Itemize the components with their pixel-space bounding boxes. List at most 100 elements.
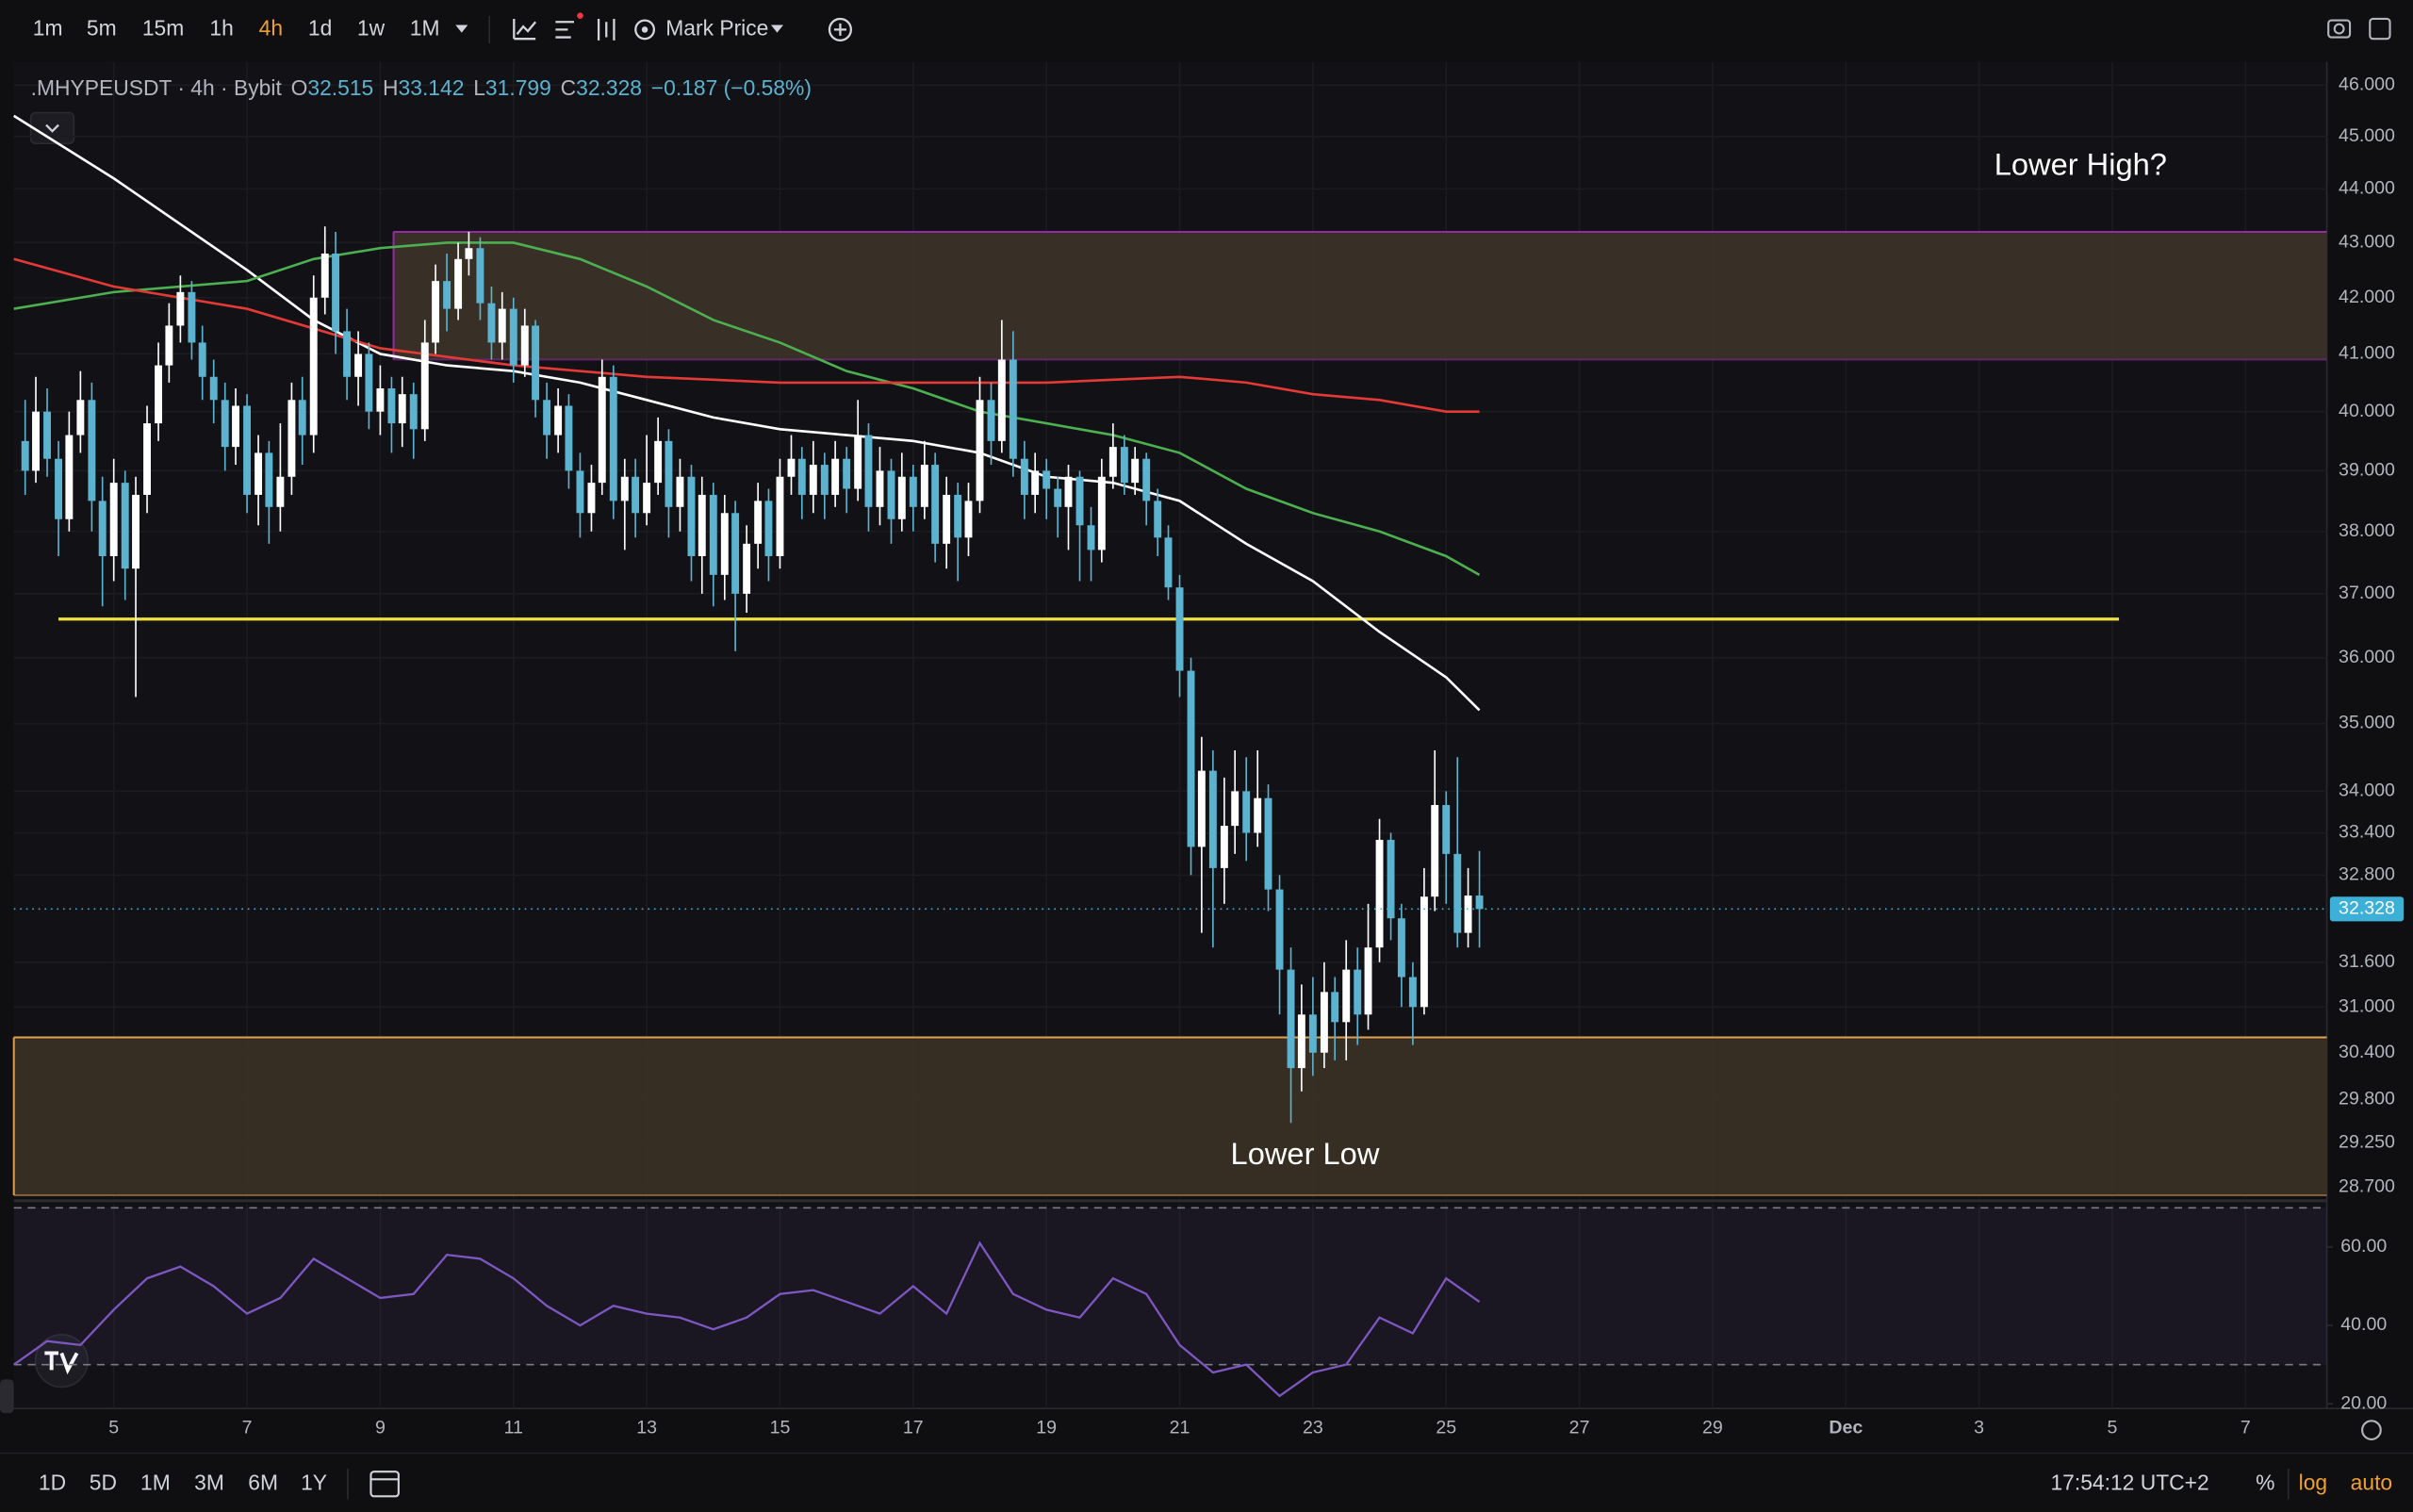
- candle-body: [487, 303, 496, 343]
- candle-body: [887, 470, 895, 519]
- rsi-line: [13, 1241, 1481, 1398]
- candle-body: [854, 435, 862, 489]
- goto-date-icon[interactable]: [369, 1471, 400, 1498]
- scale-option[interactable]: log: [2299, 1470, 2327, 1494]
- candle-body: [1031, 470, 1040, 495]
- candle-body: [1042, 470, 1051, 489]
- interval-button[interactable]: 1m: [33, 15, 63, 40]
- y-tick-label: 29.250: [2339, 1131, 2395, 1152]
- range-button[interactable]: 1Y: [301, 1470, 327, 1494]
- y-tick-label: 30.400: [2339, 1042, 2395, 1062]
- zone: [13, 1037, 2327, 1195]
- interval-button[interactable]: 15m: [142, 15, 184, 40]
- scale-option[interactable]: %: [2256, 1470, 2274, 1494]
- ohlc-value: 31.799: [485, 75, 551, 100]
- x-tick-label: 21: [1170, 1418, 1190, 1438]
- y-tick-label: 41.000: [2339, 343, 2395, 364]
- fullscreen-icon[interactable]: [2369, 17, 2391, 41]
- candle-body: [1475, 896, 1484, 910]
- x-tick-label: 25: [1436, 1418, 1456, 1438]
- candle-body: [609, 376, 617, 501]
- collapse-chevron: [45, 123, 59, 133]
- candle-body: [997, 359, 1006, 441]
- candle-body: [243, 405, 252, 495]
- y-tick-label: 32.800: [2339, 864, 2395, 885]
- candle-body: [1242, 791, 1251, 833]
- candle-body: [1354, 969, 1362, 1015]
- candle-body: [687, 476, 696, 556]
- snapshot-icon[interactable]: [2327, 19, 2352, 39]
- ohlc-label: O: [291, 75, 308, 100]
- x-tick-label: 7: [2241, 1418, 2251, 1438]
- candle-body: [1120, 447, 1128, 484]
- candle-body: [420, 342, 429, 430]
- interval-button[interactable]: 1h: [209, 15, 233, 40]
- x-tick-label: 23: [1303, 1418, 1323, 1438]
- candle-body: [643, 483, 651, 514]
- candle-body: [1054, 488, 1062, 507]
- range-button[interactable]: 6M: [248, 1470, 278, 1494]
- axis-settings-icon[interactable]: [2361, 1420, 2382, 1440]
- ohlc-label: C: [561, 75, 577, 100]
- candle-body: [1131, 458, 1140, 484]
- candle-body: [1275, 889, 1284, 970]
- range-button[interactable]: 1D: [39, 1470, 66, 1494]
- candle-body: [98, 501, 107, 556]
- candle-body: [88, 400, 96, 501]
- add-icon[interactable]: [828, 17, 852, 41]
- interval-button[interactable]: 4h: [259, 15, 283, 40]
- price-source-caret[interactable]: [770, 25, 784, 33]
- templates-icon[interactable]: [555, 21, 574, 39]
- candle-body: [1464, 896, 1472, 933]
- ohlc-value: 32.328: [576, 75, 642, 100]
- price-source[interactable]: Mark Price: [665, 15, 768, 40]
- x-tick-label: 27: [1569, 1418, 1590, 1438]
- interval-button[interactable]: 1w: [357, 15, 386, 40]
- candle-body: [498, 308, 506, 343]
- candle-body: [843, 458, 851, 489]
- interval-button[interactable]: 1M: [410, 15, 440, 40]
- range-button[interactable]: 1M: [140, 1470, 171, 1494]
- candle-body: [254, 452, 263, 495]
- settings-icon[interactable]: [634, 19, 656, 41]
- ohlc-label: H: [383, 75, 399, 100]
- candle-body: [1220, 826, 1228, 868]
- y-tick-label: 46.000: [2339, 74, 2395, 95]
- rsi-tick-label: 60.00: [2340, 1236, 2387, 1257]
- y-tick-label: 36.000: [2339, 647, 2395, 667]
- candle-body: [354, 353, 363, 377]
- candle-body: [864, 435, 873, 507]
- scale-option[interactable]: auto: [2351, 1470, 2392, 1494]
- y-tick-label: 40.000: [2339, 401, 2395, 421]
- range-button[interactable]: 5D: [90, 1470, 117, 1494]
- candle-body: [1154, 501, 1162, 538]
- y-tick-label: 34.000: [2339, 781, 2395, 801]
- y-tick-label: 39.000: [2339, 460, 2395, 481]
- logo-mark: [44, 1351, 79, 1375]
- moving-average: [13, 241, 1481, 576]
- candle-body: [198, 342, 206, 377]
- interval-caret[interactable]: [455, 25, 468, 33]
- interval-button[interactable]: 1d: [308, 15, 332, 40]
- candle-body: [1453, 853, 1462, 933]
- chart-type-icon[interactable]: [597, 18, 616, 41]
- interval-button[interactable]: 5m: [87, 15, 117, 40]
- candle-body: [1387, 839, 1395, 919]
- range-button[interactable]: 3M: [194, 1470, 224, 1494]
- candle-body: [1197, 770, 1206, 847]
- candle-body: [943, 494, 951, 544]
- indicators-icon[interactable]: [513, 18, 537, 41]
- candle-body: [1308, 1014, 1317, 1053]
- candle-body: [21, 440, 29, 471]
- candle-body: [920, 465, 928, 507]
- candle-body: [476, 248, 484, 304]
- y-tick-label: 31.000: [2339, 995, 2395, 1016]
- side-toggle[interactable]: [0, 1379, 14, 1414]
- rsi-pane: [13, 1204, 2327, 1409]
- x-tick-label: 3: [1974, 1418, 1984, 1438]
- notification-dot: [577, 12, 583, 19]
- candle-body: [132, 494, 140, 569]
- settings-icon-dot: [641, 26, 648, 33]
- candle-body: [188, 291, 196, 343]
